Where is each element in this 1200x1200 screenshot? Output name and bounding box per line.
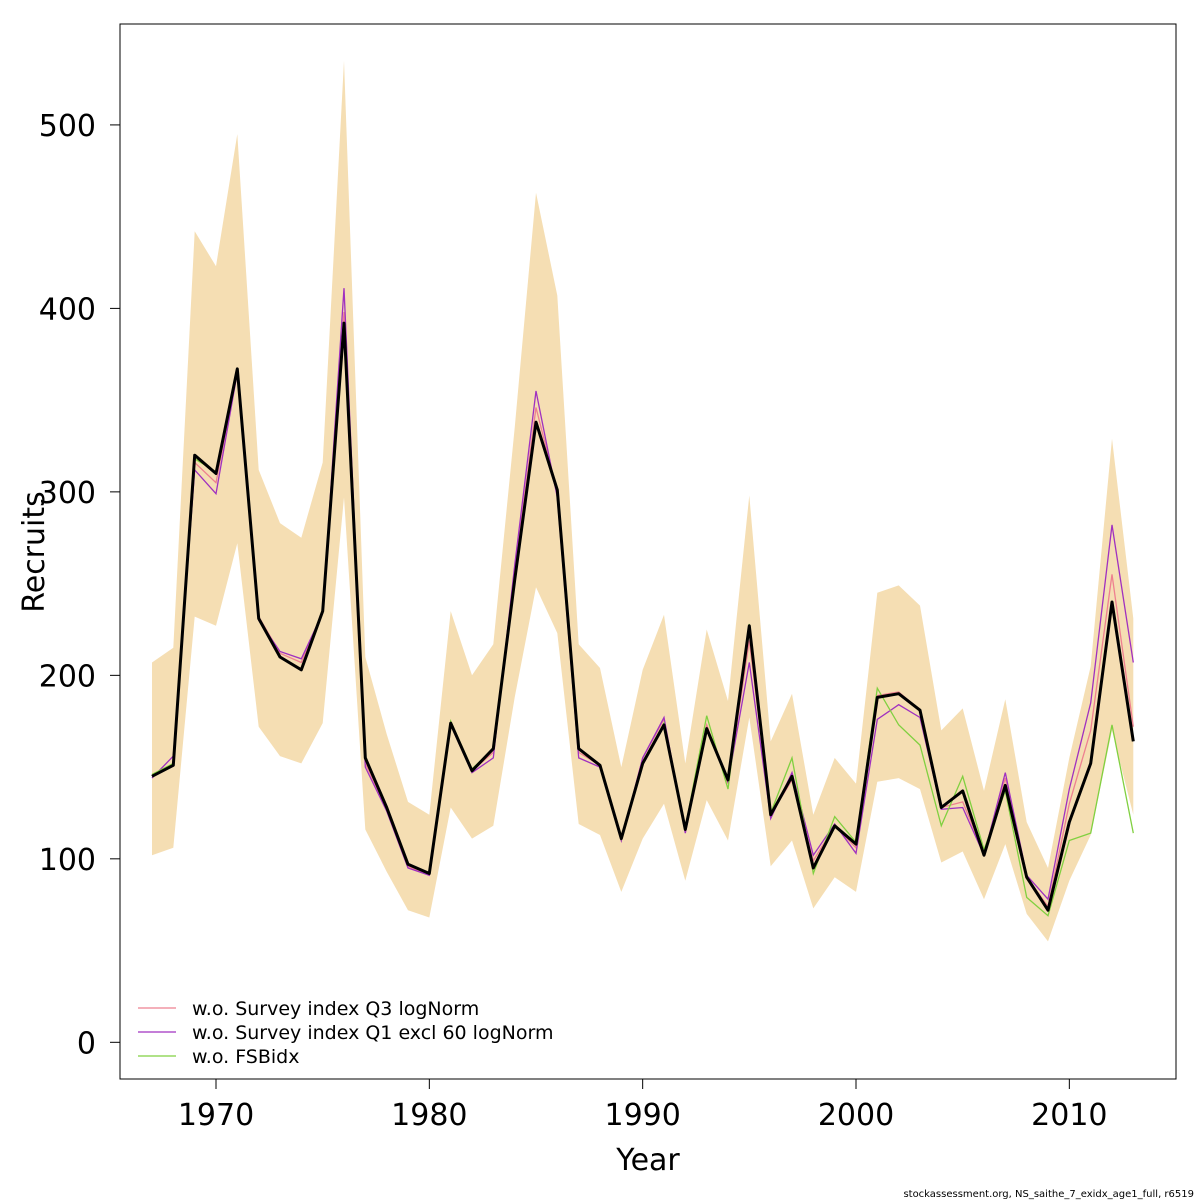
x-tick-label: 1990 [604, 1098, 680, 1133]
x-tick-label: 1970 [178, 1098, 254, 1133]
x-axis: 1970 1980 1990 2000 2010 [178, 1079, 1108, 1133]
footer-caption: stockassessment.org, NS_saithe_7_exidx_a… [903, 1189, 1194, 1200]
base-line-layer [151, 321, 1135, 912]
y-axis: 0 100 200 300 400 500 [39, 109, 120, 1061]
y-tick-label: 200 [39, 659, 96, 694]
legend-label-1: w.o. Survey index Q3 logNorm [192, 998, 479, 1020]
legend-label-3: w.o. FSBidx [192, 1046, 299, 1068]
y-tick-label: 400 [39, 292, 96, 327]
y-axis-title: Recruits [17, 491, 52, 613]
plot-frame [119, 23, 1177, 1080]
y-tick-label: 100 [39, 843, 96, 878]
base-line [151, 321, 1135, 912]
x-tick-label: 2010 [1031, 1098, 1107, 1133]
legend-label-2: w.o. Survey index Q1 excl 60 logNorm [192, 1022, 553, 1044]
confidence-band-layer [152, 60, 1134, 942]
y-tick-label: 500 [39, 109, 96, 144]
x-tick-label: 2000 [818, 1098, 894, 1133]
x-tick-label: 1980 [391, 1098, 467, 1133]
x-axis-title: Year [615, 1143, 680, 1178]
y-tick-label: 0 [77, 1026, 96, 1061]
confidence-band [152, 60, 1134, 942]
y-tick-label: 300 [39, 476, 96, 511]
